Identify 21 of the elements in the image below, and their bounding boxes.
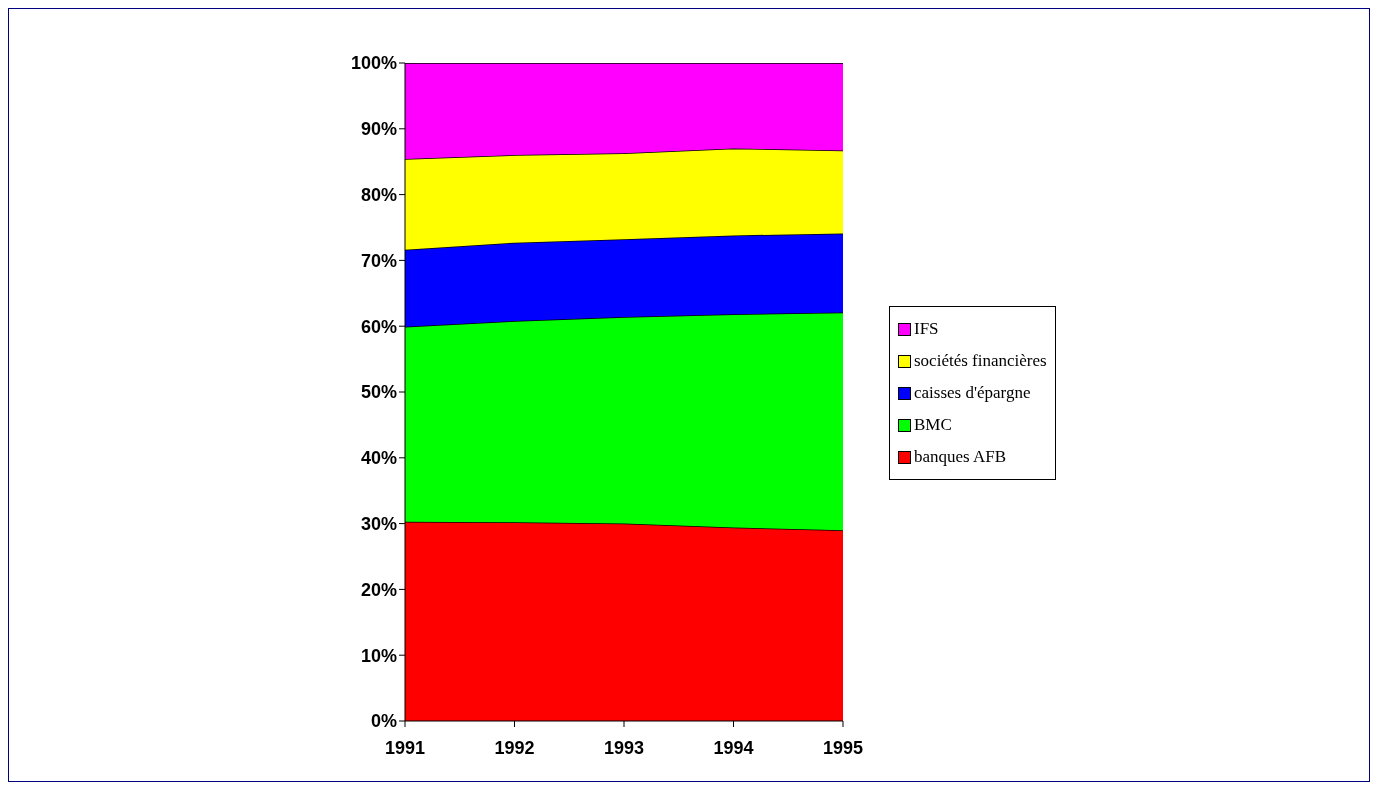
y-tick-label: 80%	[360, 184, 397, 205]
x-tick-label: 1993	[603, 737, 645, 758]
legend-label: banques AFB	[914, 447, 1007, 467]
y-tick-label: 0%	[370, 711, 397, 732]
y-tick-label: 70%	[360, 250, 397, 271]
legend-label: sociétés financières	[914, 351, 1047, 371]
y-tick-label: 20%	[360, 579, 397, 600]
x-tick-label: 1991	[384, 737, 426, 758]
y-tick-label: 60%	[360, 316, 397, 337]
y-tick-label: 40%	[360, 448, 397, 469]
y-tick-label: 10%	[360, 645, 397, 666]
y-tick-label: 100%	[350, 53, 397, 74]
legend-label: IFS	[914, 319, 939, 339]
x-tick-label: 1995	[822, 737, 864, 758]
legend-label: BMC	[914, 415, 952, 435]
y-tick-label: 30%	[360, 513, 397, 534]
x-tick-label: 1994	[713, 737, 754, 758]
legend-label: caisses d'épargne	[914, 383, 1031, 403]
x-tick-label: 1992	[494, 737, 535, 758]
y-tick-label: 50%	[360, 382, 397, 403]
y-tick-label: 90%	[360, 119, 397, 140]
